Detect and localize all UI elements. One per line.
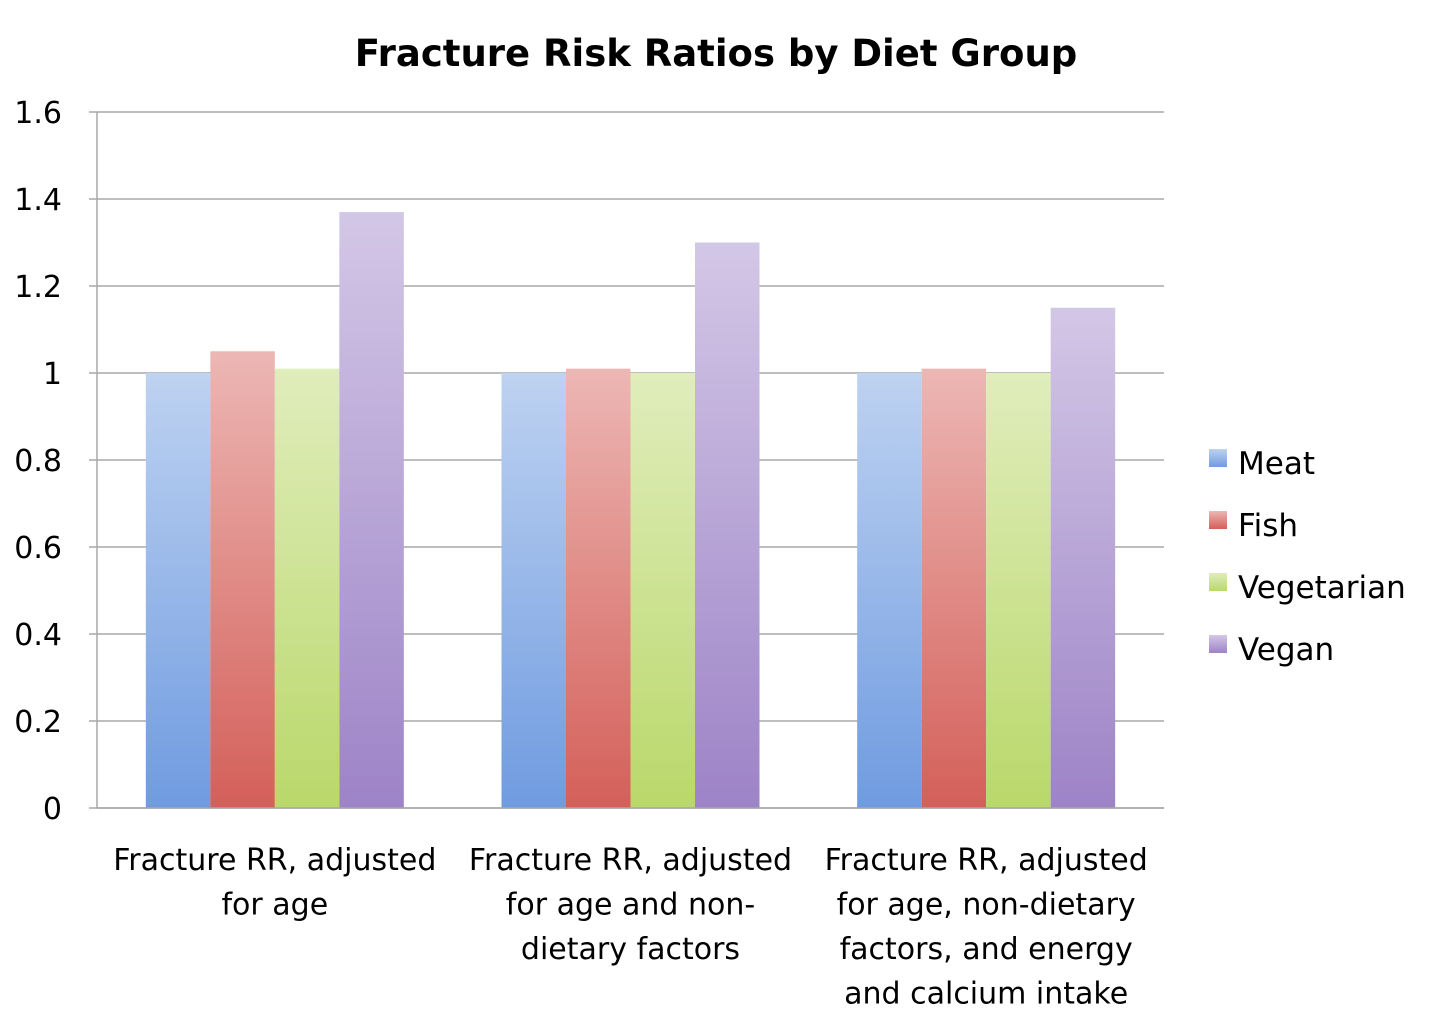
bar-vegetarian-1 [274,368,340,808]
y-tick-label: 0.8 [14,444,62,479]
y-tick-label: 1 [43,357,62,392]
bar-meat-2 [501,373,566,808]
x-axis: Fracture RR, adjusted for age Fracture RR,… [97,807,1164,1012]
legend-label-vegan: Vegan [1238,632,1334,668]
y-tick-label: 0.6 [14,531,62,566]
y-tick-label: 0 [43,792,62,827]
bar-vegetarian-2 [630,373,695,808]
y-tick-label: 0.2 [14,705,62,740]
bar-vegan-1 [339,212,404,809]
legend-label-vegetarian: Vegetarian [1238,570,1406,606]
x-category-label: Fracture RR, adjusted for age [113,843,436,923]
legend-label-fish: Fish [1238,508,1298,544]
bar-fish-3 [921,368,987,808]
legend-swatch-fish [1209,511,1227,529]
bar-vegan-2 [695,242,760,808]
bar-meat-1 [145,373,211,808]
legend-swatch-vegan [1209,635,1227,653]
bar-fish-1 [210,351,275,808]
y-tick-label: 1.4 [14,183,62,218]
y-axis: 0 0.2 0.4 0.6 0.8 1 1.2 1.4 1.6 [14,96,98,827]
y-tick-label: 0.4 [14,618,62,653]
legend-swatch-vegetarian [1209,573,1227,591]
bar-vegan-3 [1050,307,1116,808]
bar-vegetarian-3 [986,373,1051,808]
legend: Meat Fish Vegetarian Vegan [1209,446,1406,668]
x-category-label: Fracture RR, adjusted for age and non-die… [469,843,792,967]
y-tick-label: 1.6 [14,96,62,131]
bar-meat-3 [857,373,922,808]
legend-label-meat: Meat [1238,446,1315,482]
y-tick-label: 1.2 [14,270,62,305]
legend-swatch-meat [1209,449,1227,467]
bars [145,212,1116,809]
x-category-label: Fracture RR, adjusted for age, non-dietar… [825,843,1148,1012]
bar-fish-2 [566,368,631,808]
chart-title: Fracture Risk Ratios by Diet Group [355,32,1078,75]
